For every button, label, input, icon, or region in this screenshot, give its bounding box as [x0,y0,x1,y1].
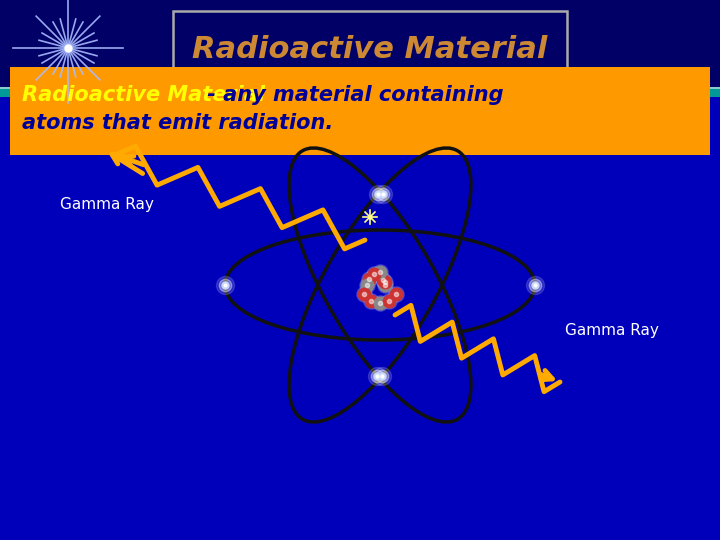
Text: - any material containing: - any material containing [200,85,503,105]
Bar [0,0,720,90]
Text: Radioactive Material: Radioactive Material [192,35,548,64]
Text: atoms that emit radiation.: atoms that emit radiation. [22,113,333,133]
Bar [10,67,710,155]
Text: Gamma Ray: Gamma Ray [565,322,659,338]
Text: Gamma Ray: Gamma Ray [60,198,154,213]
Bar [0,87,720,89]
FancyBboxPatch shape [173,11,567,87]
Text: Radioactive Material: Radioactive Material [22,85,265,105]
Bar [0,88,720,97]
